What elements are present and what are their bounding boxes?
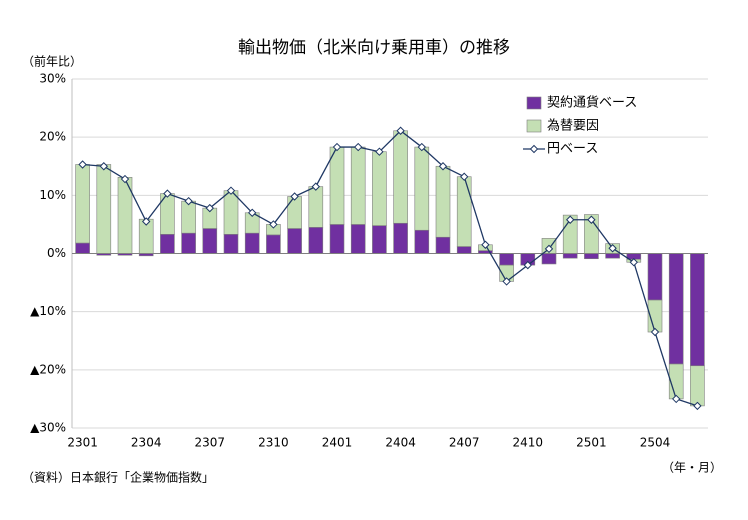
line-marker (671, 394, 681, 404)
line-marker (608, 244, 617, 253)
bar (308, 227, 324, 254)
bar (372, 151, 387, 226)
line-marker (290, 192, 299, 201)
x-tick-label: 2304 (131, 436, 162, 450)
bar (160, 234, 175, 254)
line-marker (78, 160, 87, 169)
bar (435, 236, 451, 254)
bar (456, 176, 472, 247)
bar (244, 232, 260, 254)
bar (372, 225, 387, 254)
x-tick-label: 2504 (640, 436, 671, 450)
line-marker (99, 162, 109, 171)
bar (350, 146, 366, 225)
line-marker (587, 215, 596, 224)
bar (287, 196, 302, 229)
bar (223, 190, 239, 235)
line-marker (396, 126, 405, 135)
bar (202, 228, 218, 254)
bar (181, 200, 196, 234)
line-marker (438, 162, 448, 171)
line-marker (163, 189, 172, 198)
line-marker (693, 401, 702, 411)
bar (308, 186, 324, 228)
bar (668, 253, 684, 365)
bar (605, 253, 620, 259)
x-tick-label: 2404 (385, 436, 416, 450)
line (82, 129, 698, 407)
legend-swatch (526, 119, 542, 133)
line-marker (375, 147, 384, 156)
line-marker (226, 186, 236, 195)
x-tick-label: 2401 (322, 436, 353, 450)
x-axis-label: （年・月） (662, 461, 722, 475)
line-marker (353, 142, 363, 152)
y-tick-label: 20% (39, 130, 66, 144)
line-marker (120, 174, 130, 184)
bar (562, 253, 578, 259)
bar (181, 232, 196, 254)
bar (287, 228, 302, 254)
bar (456, 246, 472, 254)
legend-label: 為替要因 (547, 118, 599, 134)
y-tick-label: ▲20% (30, 362, 66, 376)
x-tick-label: 2301 (67, 436, 98, 450)
line-marker (650, 327, 660, 337)
bar (75, 164, 90, 244)
bar (223, 234, 239, 254)
bar (414, 229, 430, 254)
y-tick-label: ▲10% (30, 304, 66, 318)
legend-swatch (529, 144, 539, 154)
bar (266, 234, 281, 254)
bar (75, 242, 90, 254)
y-tick-label: 10% (39, 188, 66, 202)
line-marker (205, 203, 215, 213)
x-tick-label: 2410 (513, 436, 544, 450)
y-tick-label: 0% (47, 246, 66, 260)
legend-label: 円ベース (547, 142, 598, 157)
line-marker (247, 208, 257, 217)
y-tick-label: ▲30% (30, 421, 66, 435)
bar (393, 130, 408, 224)
x-tick-label: 2501 (576, 436, 607, 450)
x-tick-label: 2407 (449, 436, 480, 450)
line-marker (417, 142, 427, 152)
bar (541, 253, 557, 265)
line-marker (565, 215, 575, 224)
y-tick-label: 30% (39, 72, 66, 86)
bar (414, 146, 430, 231)
bar (329, 146, 345, 225)
legend-swatch (526, 96, 542, 110)
line-marker (311, 182, 321, 191)
line-marker (332, 142, 342, 152)
bar (499, 253, 514, 266)
bar (435, 165, 451, 238)
bar (350, 224, 366, 254)
line-marker (269, 220, 278, 229)
bar (584, 253, 599, 260)
line-marker (544, 244, 554, 254)
line-marker (629, 258, 639, 267)
bar (393, 222, 408, 254)
x-tick-label: 2307 (195, 436, 226, 450)
line-marker (523, 260, 533, 270)
line-marker (459, 172, 469, 181)
chart-title: 輸出物価（北米向け乗用車）の推移 (238, 38, 510, 58)
y-axis-label: （前年比） (22, 54, 82, 69)
line-marker (481, 240, 490, 249)
bar (96, 164, 112, 254)
line-marker (184, 196, 193, 206)
x-tick-label: 2310 (258, 436, 289, 450)
bar (690, 253, 705, 367)
bar (647, 253, 663, 301)
bar (690, 365, 705, 407)
line-marker (502, 277, 511, 286)
legend-label: 契約通貨ベース (547, 95, 637, 111)
line-marker (141, 217, 151, 226)
bar (329, 224, 345, 254)
source-note: （資料）日本銀行「企業物価指数」 (22, 470, 214, 485)
